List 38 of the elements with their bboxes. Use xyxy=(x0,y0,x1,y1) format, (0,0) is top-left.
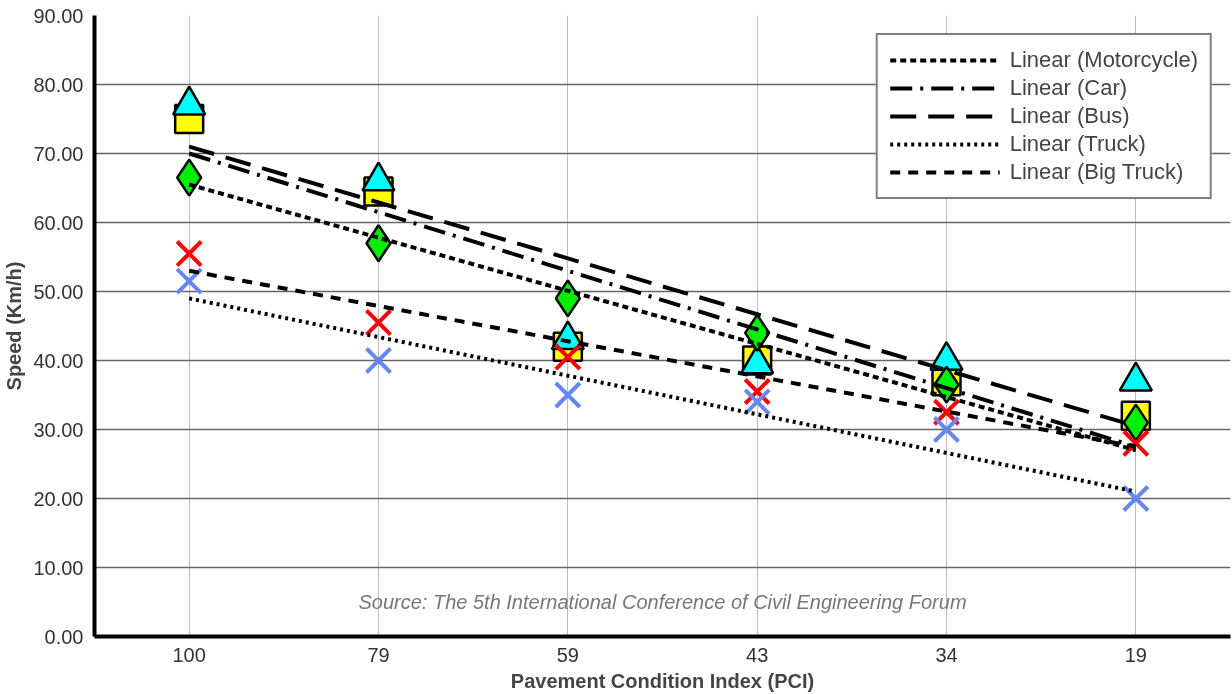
x-tick-label: 100 xyxy=(172,643,206,666)
legend-label: Linear (Big Truck) xyxy=(1009,159,1184,185)
point xyxy=(932,415,961,444)
x-tick-label: 59 xyxy=(556,643,579,666)
point xyxy=(553,343,582,372)
point xyxy=(1122,403,1150,442)
x-tick-label: 79 xyxy=(367,643,390,666)
y-tick-label: 90.00 xyxy=(33,4,84,27)
point xyxy=(743,387,772,416)
y-tick-label: 30.00 xyxy=(33,418,84,441)
y-tick-label: 60.00 xyxy=(33,211,84,234)
y-tick-label: 80.00 xyxy=(33,73,84,96)
y-tick-label: 40.00 xyxy=(33,349,84,372)
legend-label: Linear (Bus) xyxy=(1009,103,1130,129)
point xyxy=(1121,429,1150,458)
x-tick-label: 19 xyxy=(1124,643,1147,666)
x-axis-title: Pavement Condition Index (PCI) xyxy=(510,669,815,692)
point xyxy=(553,380,582,410)
legend-label: Linear (Truck) xyxy=(1009,131,1146,157)
legend-label: Linear (Motorcycle) xyxy=(1009,47,1198,73)
point xyxy=(364,308,393,337)
line-series xyxy=(187,296,1138,494)
point xyxy=(175,158,203,197)
x-tick-label: 34 xyxy=(935,643,958,666)
x-tick-label: 43 xyxy=(746,643,769,666)
y-tick-label: 0.00 xyxy=(44,625,84,648)
y-axis-title: Speed (Km/h) xyxy=(3,261,26,391)
y-tick-label: 10.00 xyxy=(33,556,84,579)
point xyxy=(175,267,204,296)
y-tick-label: 70.00 xyxy=(33,142,84,165)
point xyxy=(175,239,204,268)
point xyxy=(554,279,582,318)
annotation: Source: The 5th International Conference of Civil Engineering Forum xyxy=(358,591,967,613)
y-tick-label: 20.00 xyxy=(33,487,84,510)
legend-label: Linear (Car) xyxy=(1009,75,1128,101)
y-tick-label: 50.00 xyxy=(33,280,84,303)
point xyxy=(1121,484,1150,513)
point xyxy=(364,346,393,375)
